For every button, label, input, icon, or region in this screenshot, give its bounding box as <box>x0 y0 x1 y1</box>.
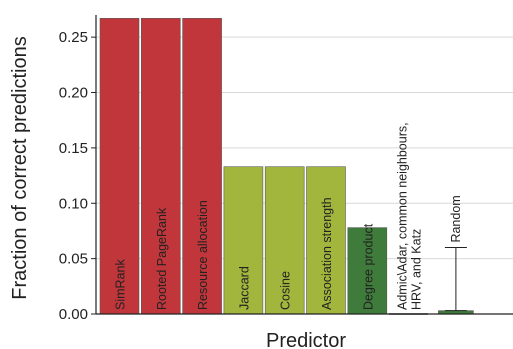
y-tick-label: 0.15 <box>59 140 88 157</box>
bar-label: Jaccard <box>237 266 251 310</box>
y-tick-labels: 0.00 0.05 0.10 0.15 0.20 0.25 <box>59 29 88 323</box>
bar-label: Cosine <box>279 271 293 310</box>
bar-label: Association strength <box>320 197 334 310</box>
bar-label: SimRank <box>114 259 128 310</box>
y-tick-label: 0.00 <box>59 306 88 323</box>
bar <box>182 18 222 315</box>
bar-label: Admic\Adar, common neighbours,HRV, and K… <box>396 122 424 310</box>
y-tick-label: 0.10 <box>59 195 88 212</box>
bar-label: Rooted PageRank <box>155 207 169 310</box>
axes <box>91 15 513 315</box>
bar <box>347 227 388 315</box>
bar-label: Resource allocation <box>196 200 210 310</box>
y-tick-label: 0.20 <box>59 85 88 102</box>
y-tick-label: 0.05 <box>59 251 88 268</box>
bar-labels: SimRank Rooted PageRank Resource allocatio… <box>114 122 424 310</box>
x-axis-label: Predictor <box>266 330 346 349</box>
bar-label: Degree product <box>361 223 375 310</box>
bar-label: Random <box>449 195 463 242</box>
random-errorbar: Random <box>438 195 474 315</box>
bar <box>223 166 264 315</box>
bar <box>141 18 181 315</box>
y-tick-label: 0.25 <box>59 29 88 46</box>
bars <box>99 18 429 315</box>
bar <box>306 166 346 315</box>
y-axis-label: Fraction of correct predictions <box>9 36 31 299</box>
bar <box>264 166 305 315</box>
